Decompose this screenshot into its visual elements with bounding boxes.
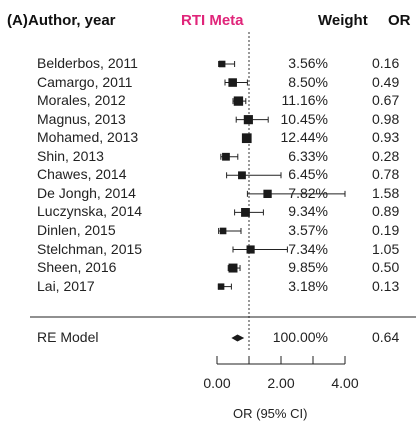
study-or: 0.93 — [372, 129, 400, 146]
x-tick-label: 0.00 — [203, 375, 230, 391]
study-weight: 3.57% — [288, 221, 328, 238]
study-point — [238, 171, 246, 180]
study-weight: 11.16% — [281, 92, 328, 109]
study-point — [228, 78, 237, 87]
study-point — [228, 263, 238, 273]
study-or: 0.50 — [372, 259, 400, 276]
study-weight: 7.82% — [288, 184, 328, 201]
study-or: 0.98 — [372, 110, 400, 127]
study-weight: 8.50% — [288, 73, 328, 90]
x-tick-label: 2.00 — [267, 375, 294, 391]
study-point — [241, 133, 252, 144]
study-or: 0.67 — [372, 92, 400, 109]
study-weight: 3.18% — [288, 277, 328, 294]
study-point — [219, 227, 227, 235]
study-or: 0.16 — [372, 55, 400, 71]
study-or: 0.89 — [372, 203, 400, 220]
study-label: Mohamed, 2013 — [37, 129, 139, 146]
x-axis-label: OR (95% CI) — [233, 406, 308, 421]
study-label: Dinlen, 2015 — [37, 221, 116, 238]
panel-label: (A) — [7, 12, 28, 29]
study-label: Shin, 2013 — [37, 147, 104, 164]
study-weight: 6.45% — [288, 166, 328, 183]
study-label: Morales, 2012 — [37, 92, 126, 109]
study-point — [222, 152, 230, 161]
study-or: 0.19 — [372, 221, 400, 238]
summary-diamond — [231, 334, 245, 342]
study-point — [243, 115, 253, 125]
study-label: Luczynska, 2014 — [37, 203, 143, 220]
study-or: 0.78 — [372, 166, 400, 183]
study-weight: 9.85% — [288, 259, 328, 276]
chart-title: RTI Meta — [181, 12, 244, 29]
header-weight: Weight — [318, 12, 368, 29]
x-tick-label: 4.00 — [331, 375, 358, 391]
header-author: Author, year — [28, 12, 116, 29]
study-label: Chawes, 2014 — [37, 166, 127, 183]
study-point — [218, 60, 226, 68]
study-point — [246, 245, 255, 254]
summary-or: 0.64 — [372, 329, 400, 345]
study-label: Sheen, 2016 — [37, 259, 117, 276]
study-weight: 7.34% — [288, 240, 328, 257]
study-weight: 9.34% — [288, 203, 328, 220]
study-point — [241, 207, 250, 217]
study-or: 1.05 — [372, 240, 400, 257]
study-or: 0.49 — [372, 73, 400, 90]
study-or: 0.13 — [372, 277, 400, 294]
study-label: Magnus, 2013 — [37, 110, 126, 127]
study-label: Camargo, 2011 — [37, 73, 133, 90]
study-weight: 3.56% — [288, 55, 328, 71]
study-weight: 6.33% — [288, 147, 328, 164]
summary-weight: 100.00% — [272, 329, 328, 345]
study-point — [263, 189, 272, 199]
study-label: Belderbos, 2011 — [37, 55, 138, 71]
study-point — [233, 96, 244, 106]
study-point — [217, 283, 225, 290]
summary-label: RE Model — [37, 329, 99, 345]
study-weight: 10.45% — [280, 110, 328, 127]
study-label: De Jongh, 2014 — [37, 184, 136, 201]
study-weight: 12.44% — [280, 129, 328, 146]
study-or: 1.58 — [372, 184, 400, 201]
study-or: 0.28 — [372, 147, 400, 164]
study-label: Lai, 2017 — [37, 277, 95, 294]
header-or: OR — [388, 12, 411, 29]
study-label: Stelchman, 2015 — [37, 240, 143, 257]
